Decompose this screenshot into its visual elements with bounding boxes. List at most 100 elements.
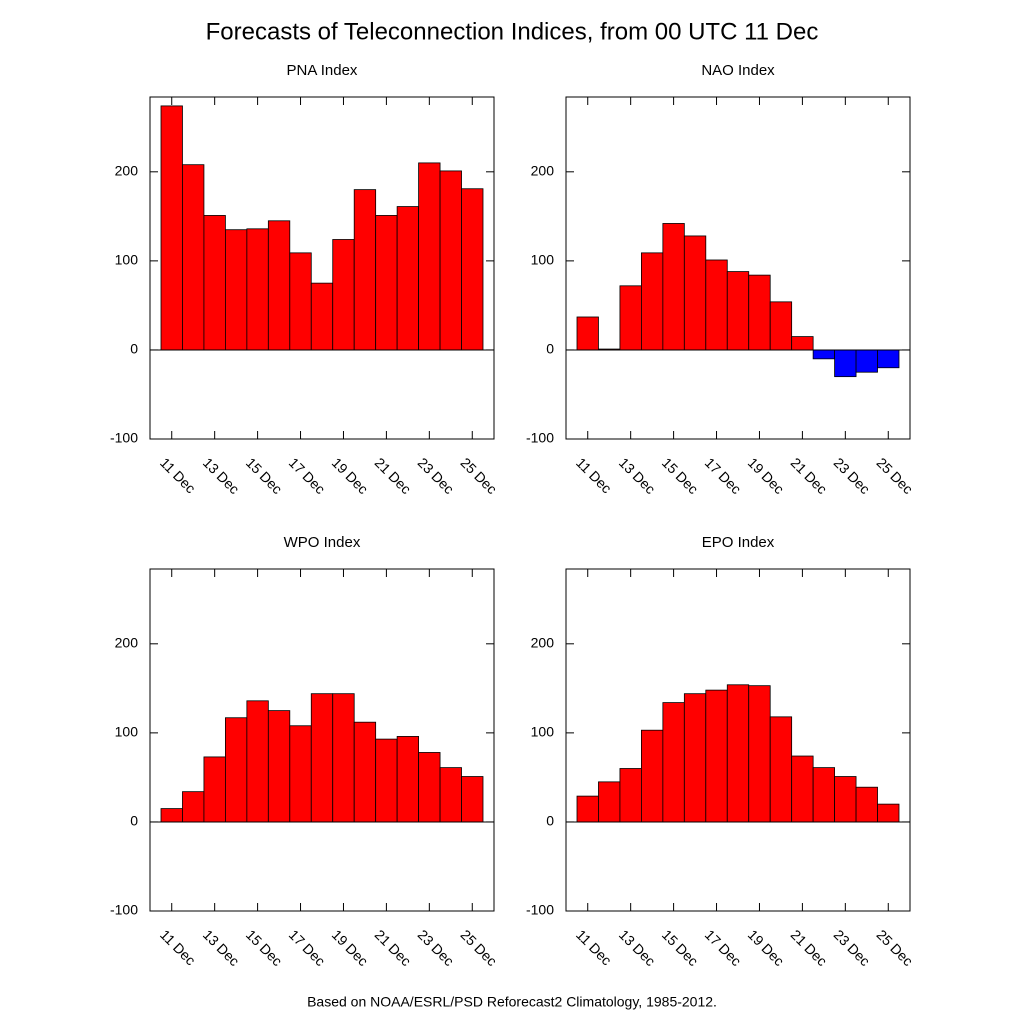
x-tick-label: 13 Dec bbox=[200, 454, 243, 497]
bar bbox=[748, 685, 771, 823]
bar bbox=[289, 252, 312, 351]
bar bbox=[705, 259, 728, 351]
bar bbox=[855, 786, 878, 823]
bar bbox=[224, 717, 248, 823]
bar bbox=[461, 188, 484, 351]
plot-frame bbox=[565, 96, 911, 440]
panel-title: EPO Index bbox=[702, 534, 775, 551]
y-tick-label: 0 bbox=[546, 341, 554, 357]
bar bbox=[418, 752, 441, 823]
x-tick-label: 17 Dec bbox=[702, 926, 745, 969]
bar bbox=[641, 252, 664, 351]
x-tick-label: 25 Dec bbox=[874, 454, 917, 497]
x-tick-label: 23 Dec bbox=[831, 926, 874, 969]
bar bbox=[396, 206, 419, 351]
bar bbox=[267, 710, 291, 823]
bar bbox=[877, 803, 900, 823]
x-tick-label: 25 Dec bbox=[458, 926, 501, 969]
bar bbox=[396, 736, 419, 823]
x-tick-label: 17 Dec bbox=[286, 926, 329, 969]
x-tick-label: 11 Dec bbox=[573, 454, 615, 496]
panel-title: PNA Index bbox=[287, 62, 358, 79]
bar bbox=[160, 808, 183, 823]
bar bbox=[439, 170, 462, 351]
y-tick-label: 0 bbox=[130, 341, 138, 357]
x-tick-label: 23 Dec bbox=[415, 926, 458, 969]
bar bbox=[855, 349, 878, 373]
x-tick-label: 15 Dec bbox=[659, 926, 702, 969]
y-tick-label: 200 bbox=[531, 163, 555, 179]
bar bbox=[310, 282, 334, 351]
bar bbox=[182, 164, 205, 351]
bar bbox=[203, 756, 226, 823]
bar bbox=[834, 776, 857, 823]
y-tick-label: 100 bbox=[531, 724, 555, 740]
bar bbox=[769, 301, 793, 351]
plot-frame bbox=[565, 568, 911, 912]
x-tick-label: 17 Dec bbox=[702, 454, 745, 497]
x-tick-label: 13 Dec bbox=[200, 926, 243, 969]
x-tick-label: 11 Dec bbox=[157, 454, 199, 496]
y-tick-label: 100 bbox=[115, 252, 139, 268]
bar bbox=[576, 795, 599, 823]
bar bbox=[182, 791, 205, 823]
bar bbox=[641, 729, 664, 823]
x-tick-label: 13 Dec bbox=[616, 454, 659, 497]
footnote: Based on NOAA/ESRL/PSD Reforecast2 Clima… bbox=[307, 994, 717, 1010]
bar bbox=[705, 689, 728, 823]
bar bbox=[619, 768, 642, 823]
bar bbox=[461, 776, 484, 823]
y-tick-label: -100 bbox=[110, 430, 138, 446]
bar bbox=[332, 693, 355, 823]
bar bbox=[375, 215, 398, 351]
bar bbox=[310, 693, 334, 823]
bar bbox=[246, 700, 269, 823]
x-tick-label: 23 Dec bbox=[831, 454, 874, 497]
bar bbox=[375, 738, 398, 823]
bar bbox=[203, 215, 226, 351]
bar bbox=[683, 235, 707, 351]
bar bbox=[791, 336, 814, 351]
panel-title: WPO Index bbox=[284, 534, 361, 551]
bar bbox=[812, 349, 836, 360]
panel-title: NAO Index bbox=[701, 62, 775, 79]
bar bbox=[748, 274, 771, 351]
y-tick-label: -100 bbox=[110, 902, 138, 918]
x-tick-label: 13 Dec bbox=[616, 926, 659, 969]
x-tick-label: 19 Dec bbox=[329, 454, 372, 497]
x-tick-label: 23 Dec bbox=[415, 454, 458, 497]
bar bbox=[877, 349, 900, 369]
bar bbox=[834, 349, 857, 378]
y-tick-label: 200 bbox=[531, 635, 555, 651]
x-tick-label: 19 Dec bbox=[745, 926, 788, 969]
y-tick-label: 0 bbox=[130, 813, 138, 829]
bar bbox=[662, 702, 685, 823]
y-tick-label: 100 bbox=[115, 724, 139, 740]
x-tick-label: 15 Dec bbox=[243, 926, 286, 969]
x-tick-label: 25 Dec bbox=[458, 454, 501, 497]
bar bbox=[267, 220, 291, 351]
bar bbox=[598, 781, 621, 823]
bar bbox=[683, 693, 707, 823]
bar bbox=[160, 105, 183, 351]
x-tick-label: 19 Dec bbox=[329, 926, 372, 969]
x-tick-label: 11 Dec bbox=[573, 926, 615, 968]
plot-frame bbox=[149, 568, 495, 912]
y-tick-label: 0 bbox=[546, 813, 554, 829]
page-title: Forecasts of Teleconnection Indices, fro… bbox=[206, 18, 819, 45]
x-tick-label: 15 Dec bbox=[659, 454, 702, 497]
x-tick-label: 25 Dec bbox=[874, 926, 917, 969]
bar bbox=[332, 239, 355, 351]
y-tick-label: 200 bbox=[115, 635, 139, 651]
x-tick-label: 17 Dec bbox=[286, 454, 329, 497]
bar bbox=[769, 716, 793, 823]
bar bbox=[353, 189, 377, 351]
x-tick-label: 21 Dec bbox=[788, 454, 831, 497]
x-tick-label: 11 Dec bbox=[157, 926, 199, 968]
bar bbox=[289, 725, 312, 823]
x-tick-label: 19 Dec bbox=[745, 454, 788, 497]
bar bbox=[791, 755, 814, 823]
bar bbox=[439, 767, 462, 823]
x-tick-label: 21 Dec bbox=[372, 454, 415, 497]
